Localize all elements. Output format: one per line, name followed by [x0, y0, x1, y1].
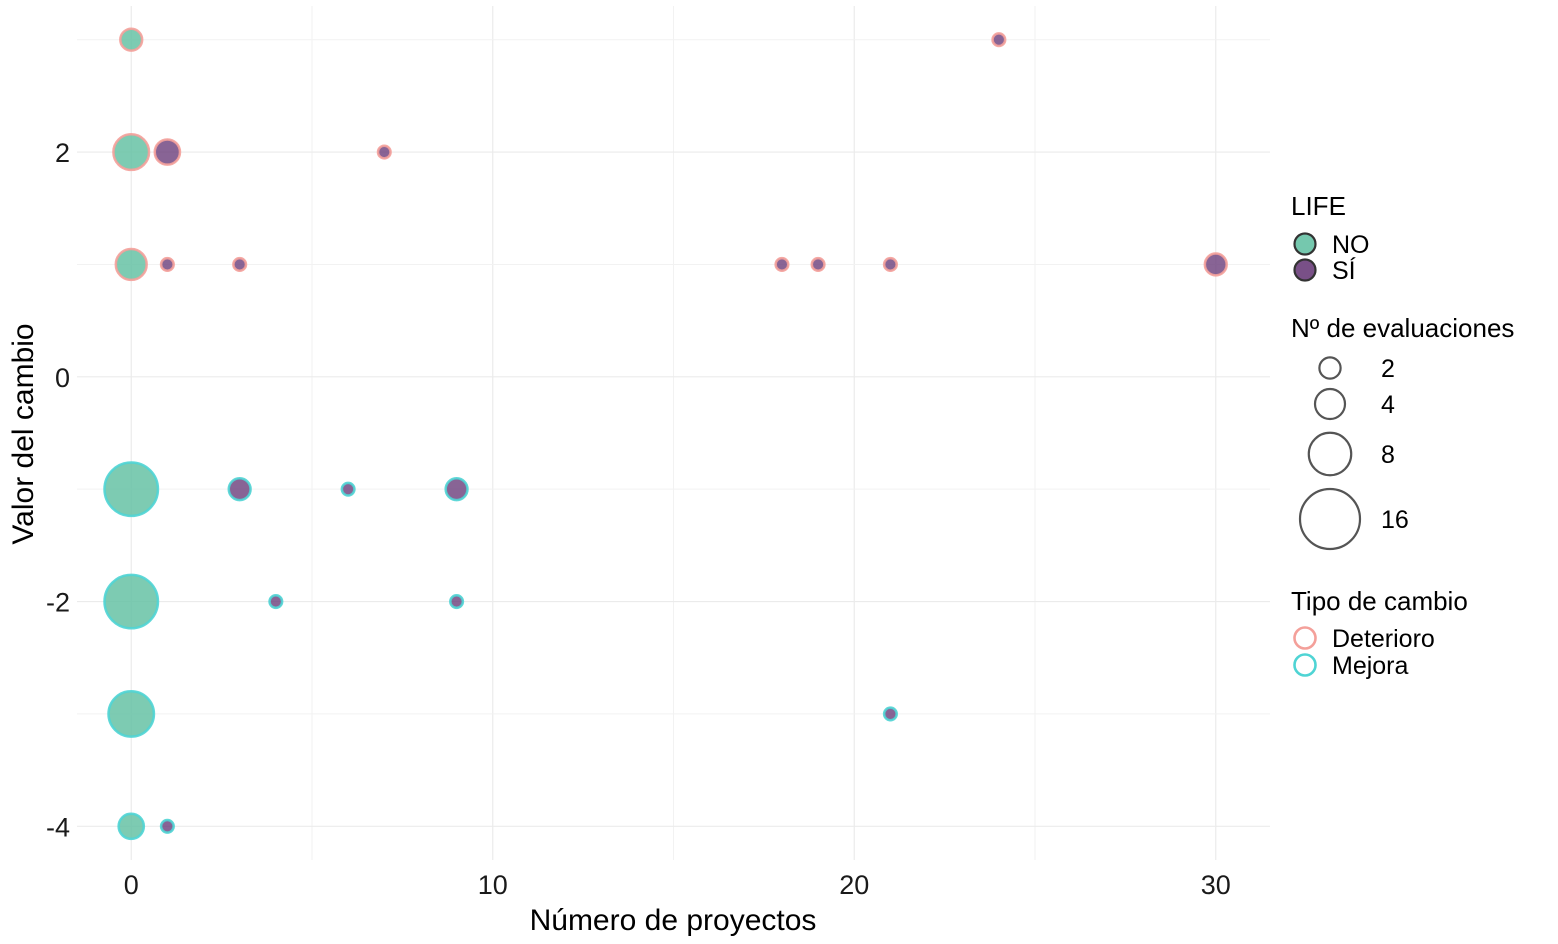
- legend-life-key: [1293, 258, 1317, 282]
- bubble-point: [268, 594, 284, 610]
- legend-size-label: 2: [1381, 355, 1395, 383]
- y-tick-label: 2: [55, 138, 70, 168]
- x-axis-title: Número de proyectos: [530, 904, 817, 937]
- legend-size-label: 16: [1381, 506, 1409, 534]
- legend-size-label: 4: [1381, 391, 1395, 419]
- bubble-point: [119, 27, 144, 52]
- legend-tipo-title: Tipo de cambio: [1291, 586, 1468, 616]
- bubble-point: [1203, 252, 1228, 277]
- x-tick-label: 0: [124, 870, 139, 900]
- legend-size-label: 8: [1381, 441, 1395, 469]
- legend-tipo-key: [1293, 653, 1317, 677]
- x-tick-label: 20: [839, 870, 869, 900]
- bubble-point: [117, 812, 146, 841]
- tick-labels: 0 10 20 30 -4 -2 0 2: [46, 138, 1231, 900]
- bubble-point: [159, 256, 175, 272]
- bubble-point: [103, 461, 160, 518]
- legend-size: Nº de evaluaciones 2 4 8 16: [1291, 313, 1514, 551]
- data-points: [103, 27, 1228, 841]
- bubble-point: [103, 573, 160, 630]
- bubble-point: [449, 594, 465, 610]
- y-tick-label: -4: [46, 812, 70, 842]
- legend-size-key: [1298, 487, 1362, 551]
- legend-size-title: Nº de evaluaciones: [1291, 313, 1514, 343]
- legend-tipo-label: Deterioro: [1332, 625, 1435, 653]
- bubble-point: [107, 689, 156, 738]
- legend-life-label: NO: [1332, 231, 1370, 259]
- bubble-point: [444, 477, 469, 502]
- bubble-point: [774, 256, 790, 272]
- y-tick-label: -2: [46, 588, 70, 618]
- y-tick-label: 0: [55, 363, 70, 393]
- x-tick-label: 30: [1201, 870, 1231, 900]
- y-axis-title: Valor del cambio: [7, 323, 40, 544]
- bubble-point: [882, 706, 898, 722]
- bubble-point: [340, 481, 356, 497]
- legend-life-title: LIFE: [1291, 191, 1346, 221]
- legend-tipo-label: Mejora: [1332, 652, 1409, 680]
- legend-tipo-key: [1293, 626, 1317, 650]
- bubble-point: [114, 247, 148, 282]
- legend-life-key: [1293, 232, 1317, 256]
- bubble-point: [991, 32, 1007, 48]
- bubble-point: [232, 256, 248, 272]
- x-tick-label: 10: [478, 870, 508, 900]
- legend-size-key: [1318, 356, 1342, 380]
- legend-size-key: [1307, 431, 1353, 477]
- legend-life-label: SÍ: [1332, 256, 1356, 285]
- bubble-point: [153, 138, 182, 166]
- bubble-point: [810, 256, 826, 272]
- bubble-point: [227, 477, 252, 502]
- legend-size-key: [1313, 387, 1347, 421]
- bubble-point: [882, 256, 898, 272]
- grid-lines: [77, 6, 1270, 860]
- bubble-point: [376, 144, 392, 160]
- bubble-point: [159, 818, 175, 834]
- bubble-point: [112, 133, 151, 172]
